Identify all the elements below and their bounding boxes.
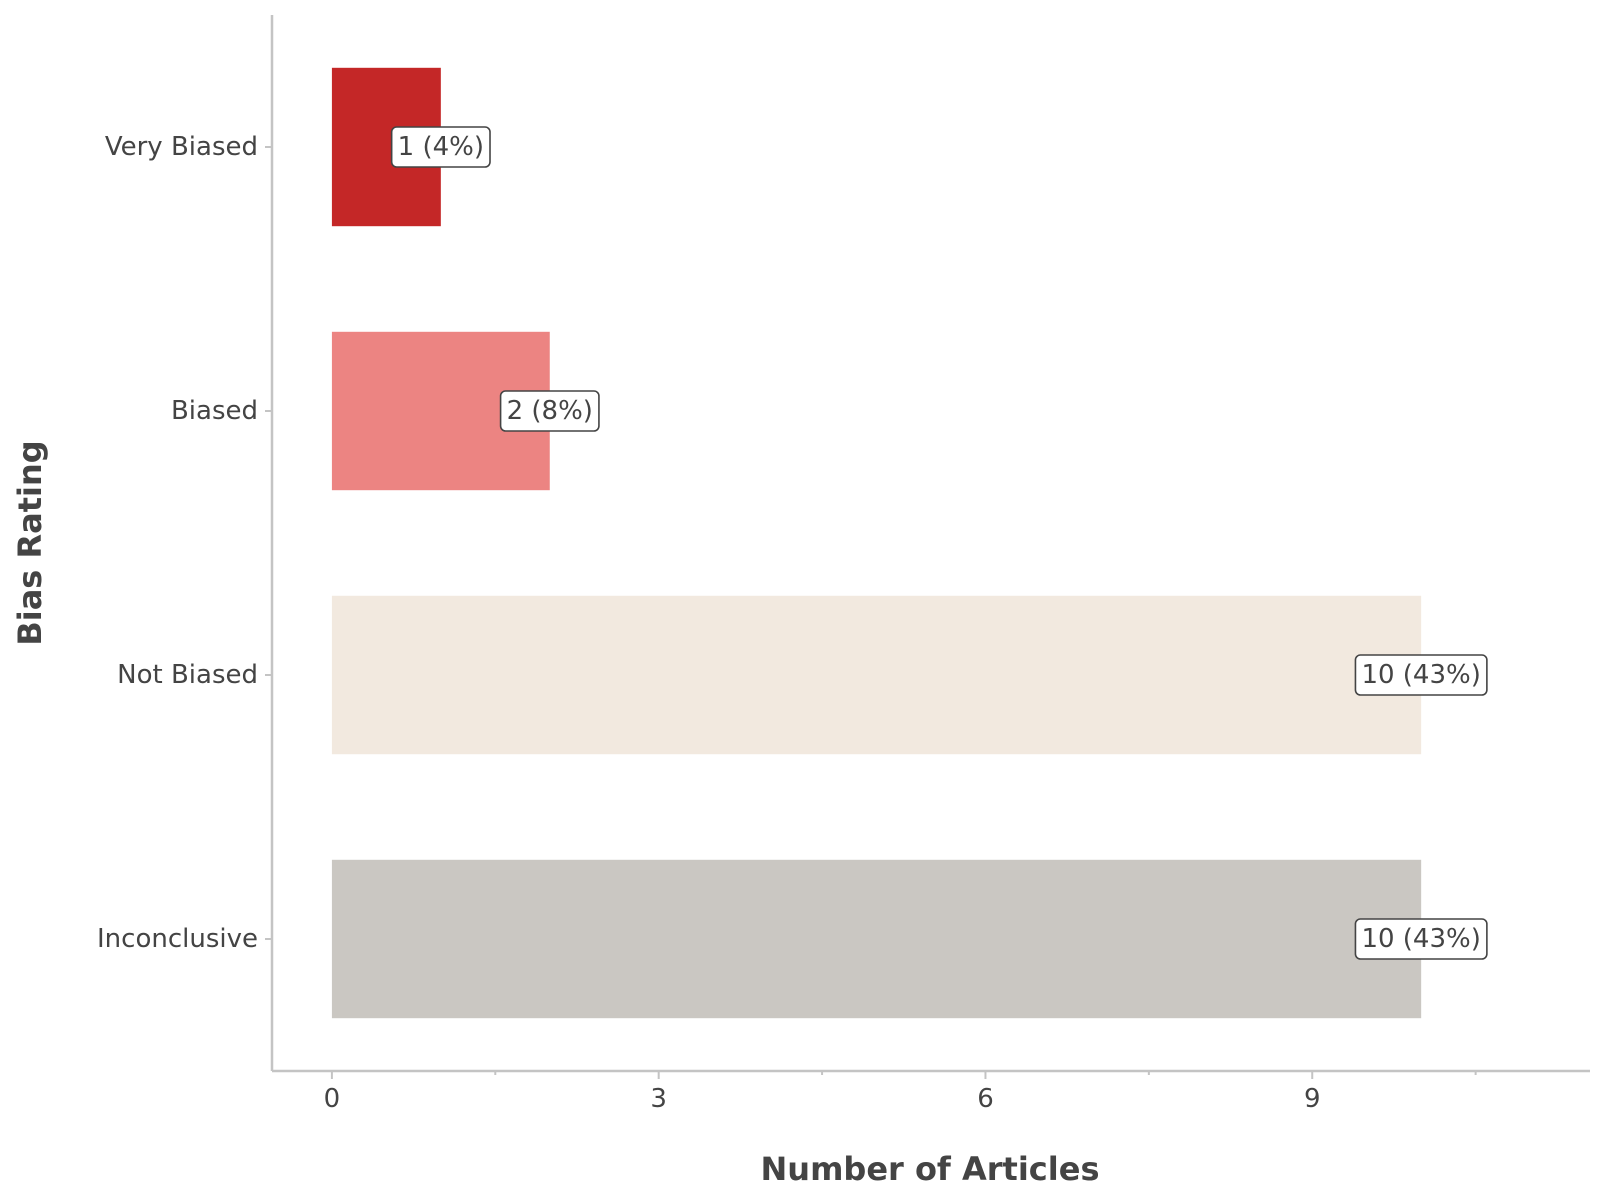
value-label-box-inconclusive xyxy=(1354,918,1488,960)
value-label-very-biased: 1 (4%) xyxy=(390,126,491,168)
x-tick-label-9: 9 xyxy=(1304,1084,1321,1114)
value-label-not-biased: 10 (43%) xyxy=(1354,654,1488,696)
value-label-inconclusive: 10 (43%) xyxy=(1354,918,1488,960)
y-tick-label-not-biased: Not Biased xyxy=(117,660,258,690)
value-label-box-not-biased xyxy=(1354,654,1488,696)
value-label-text-biased: 2 (8%) xyxy=(507,396,593,426)
y-tick-label-inconclusive: Inconclusive xyxy=(97,924,258,954)
y-axis-ticks: Very Biased Biased Not Biased Inconclusive xyxy=(97,132,272,954)
x-axis-title: Number of Articles xyxy=(761,1150,1100,1188)
bars-group xyxy=(331,67,1422,1019)
bar-not-biased xyxy=(331,595,1422,755)
value-label-text-inconclusive: 10 (43%) xyxy=(1361,924,1480,954)
bar-inconclusive xyxy=(331,859,1422,1019)
value-label-text-very-biased: 1 (4%) xyxy=(398,132,484,162)
x-tick-label-0: 0 xyxy=(324,1084,341,1114)
x-axis-ticks: 0 3 6 9 xyxy=(324,1071,1477,1114)
y-tick-label-biased: Biased xyxy=(171,396,258,426)
y-tick-label-very-biased: Very Biased xyxy=(105,132,258,162)
value-labels-group: 1 (4%) 2 (8%) 10 (43%) 10 (43%) xyxy=(390,126,1488,960)
y-axis-title: Bias Rating xyxy=(11,440,49,645)
x-tick-label-6: 6 xyxy=(977,1084,994,1114)
x-tick-label-3: 3 xyxy=(650,1084,667,1114)
value-label-box-biased xyxy=(499,390,600,432)
value-label-box-very-biased xyxy=(390,126,491,168)
value-label-biased: 2 (8%) xyxy=(499,390,600,432)
value-label-text-not-biased: 10 (43%) xyxy=(1361,660,1480,690)
